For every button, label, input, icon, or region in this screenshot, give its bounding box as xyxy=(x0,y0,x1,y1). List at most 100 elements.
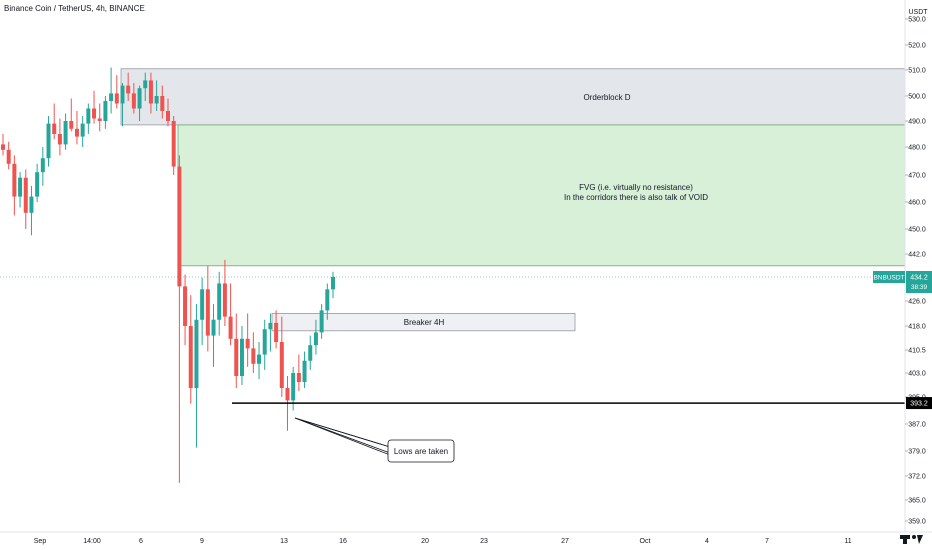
y-tick-label: 470.0 xyxy=(908,173,926,180)
orderblock-zone[interactable] xyxy=(120,68,906,126)
x-tick-label: 16 xyxy=(339,538,347,545)
y-tick-label: 387.0 xyxy=(908,422,926,429)
x-tick-label: 23 xyxy=(480,538,488,545)
y-tick-label: 510.0 xyxy=(908,68,926,75)
candle-body xyxy=(319,310,324,333)
candle-body xyxy=(97,118,102,121)
level-badge xyxy=(906,397,932,410)
candle-body xyxy=(148,80,153,104)
candle-body xyxy=(262,329,267,355)
candle-body xyxy=(274,322,279,342)
chart-title: Binance Coin / TetherUS, 4h, BINANCE xyxy=(4,4,145,13)
breaker-label: Breaker 4H xyxy=(404,318,445,327)
candle-body xyxy=(1,144,5,150)
last-price-value: 434.2 xyxy=(910,275,928,282)
candle-body xyxy=(211,319,216,336)
price-scale[interactable]: USDT 530.0 520.0 510.0 500.0 490.0 480.0 470.0… xyxy=(873,0,932,532)
callout-line-bottom xyxy=(294,417,391,456)
candle-body xyxy=(154,96,159,104)
y-tick-label: 450.0 xyxy=(908,227,926,234)
breaker-zone[interactable] xyxy=(271,313,576,332)
y-tick-label: 365.0 xyxy=(908,498,926,505)
candle-body xyxy=(291,373,296,401)
candle-body xyxy=(18,177,23,197)
symbol-badge xyxy=(873,271,905,283)
x-tick-label: 4 xyxy=(705,538,709,545)
y-tick-label: 379.0 xyxy=(908,449,926,456)
y-tick-label: 500.0 xyxy=(908,94,926,101)
candle-body xyxy=(194,319,199,388)
candle-body xyxy=(63,121,68,145)
candle-body xyxy=(46,123,51,159)
candle-body xyxy=(257,354,262,364)
fvg-label-line: In the corridors there is also talk of V… xyxy=(564,193,708,202)
y-tick-label: 530.0 xyxy=(908,17,926,24)
candle-body xyxy=(12,163,17,197)
last-price-badge xyxy=(906,271,932,293)
fvg-zone[interactable] xyxy=(177,124,906,267)
x-tick-label: 9 xyxy=(200,538,204,545)
x-tick-label: 11 xyxy=(844,538,851,545)
countdown-value: 38:39 xyxy=(911,284,928,291)
level-value: 393.2 xyxy=(910,401,928,408)
y-tick-label: 520.0 xyxy=(908,43,926,50)
y-tick-label: 480.0 xyxy=(908,145,926,152)
candle-body xyxy=(217,283,222,320)
candle-body xyxy=(285,388,290,401)
candle-body xyxy=(205,289,210,336)
candle-body xyxy=(234,338,239,376)
y-tick-label: 442.0 xyxy=(908,252,926,259)
candle-body xyxy=(52,123,57,134)
x-tick-label: Oct xyxy=(640,538,651,545)
y-tick-label: 490.0 xyxy=(908,119,926,126)
candle-body xyxy=(109,93,114,101)
candle-body xyxy=(245,338,250,349)
candle-body xyxy=(302,360,307,382)
candle-body xyxy=(57,134,62,145)
y-tick-label: 410.5 xyxy=(908,348,926,355)
x-tick-label: 20 xyxy=(421,538,429,545)
y-tick-label: 372.0 xyxy=(908,474,926,481)
fvg-label-line: FVG (i.e. virtually no resistance) xyxy=(579,183,693,192)
candle-body xyxy=(308,345,313,361)
candle-body xyxy=(251,348,256,364)
candle-body xyxy=(126,85,131,94)
candle-body xyxy=(183,286,188,326)
candle-body xyxy=(177,166,182,287)
candle-body xyxy=(331,277,335,290)
annotation-layer: Lows are taken xyxy=(294,417,455,463)
candle-body xyxy=(268,322,273,330)
candle-body xyxy=(296,373,301,382)
x-tick-label: 27 xyxy=(561,538,569,545)
candle-body xyxy=(200,289,205,320)
candle-body xyxy=(86,108,91,124)
candle-body xyxy=(120,85,125,104)
candle-body xyxy=(35,172,40,197)
y-tick-label: 460.0 xyxy=(908,200,926,207)
y-tick-label: 403.0 xyxy=(908,371,926,378)
candle-body xyxy=(228,316,233,339)
candle-body xyxy=(160,96,165,111)
zones-layer: Orderblock D FVG (i.e. virtually no resis… xyxy=(120,68,906,332)
candle-body xyxy=(80,123,85,137)
callout-line-top xyxy=(294,417,391,448)
candle-body xyxy=(114,93,119,104)
candles-layer xyxy=(1,67,335,483)
x-tick-label: Sep xyxy=(34,538,47,545)
symbol-badge-text: BNBUSDT xyxy=(873,275,904,282)
y-tick-label: 426.0 xyxy=(908,299,926,306)
candle-body xyxy=(222,283,227,317)
candle-body xyxy=(143,80,148,89)
candle-body xyxy=(188,326,193,388)
callout-box[interactable] xyxy=(387,439,455,463)
time-scale[interactable]: Sep 14:00 6 9 13 16 20 23 27 Oct 4 7 11 xyxy=(0,531,932,545)
x-tick-label: 7 xyxy=(765,538,769,545)
orderblock-label: Orderblock D xyxy=(583,93,630,102)
x-tick-label: 13 xyxy=(280,538,288,545)
candle-body xyxy=(103,101,108,121)
candle-body xyxy=(131,93,136,109)
candle-body xyxy=(29,196,34,213)
candle-body xyxy=(40,158,45,173)
candle-body xyxy=(313,332,318,346)
